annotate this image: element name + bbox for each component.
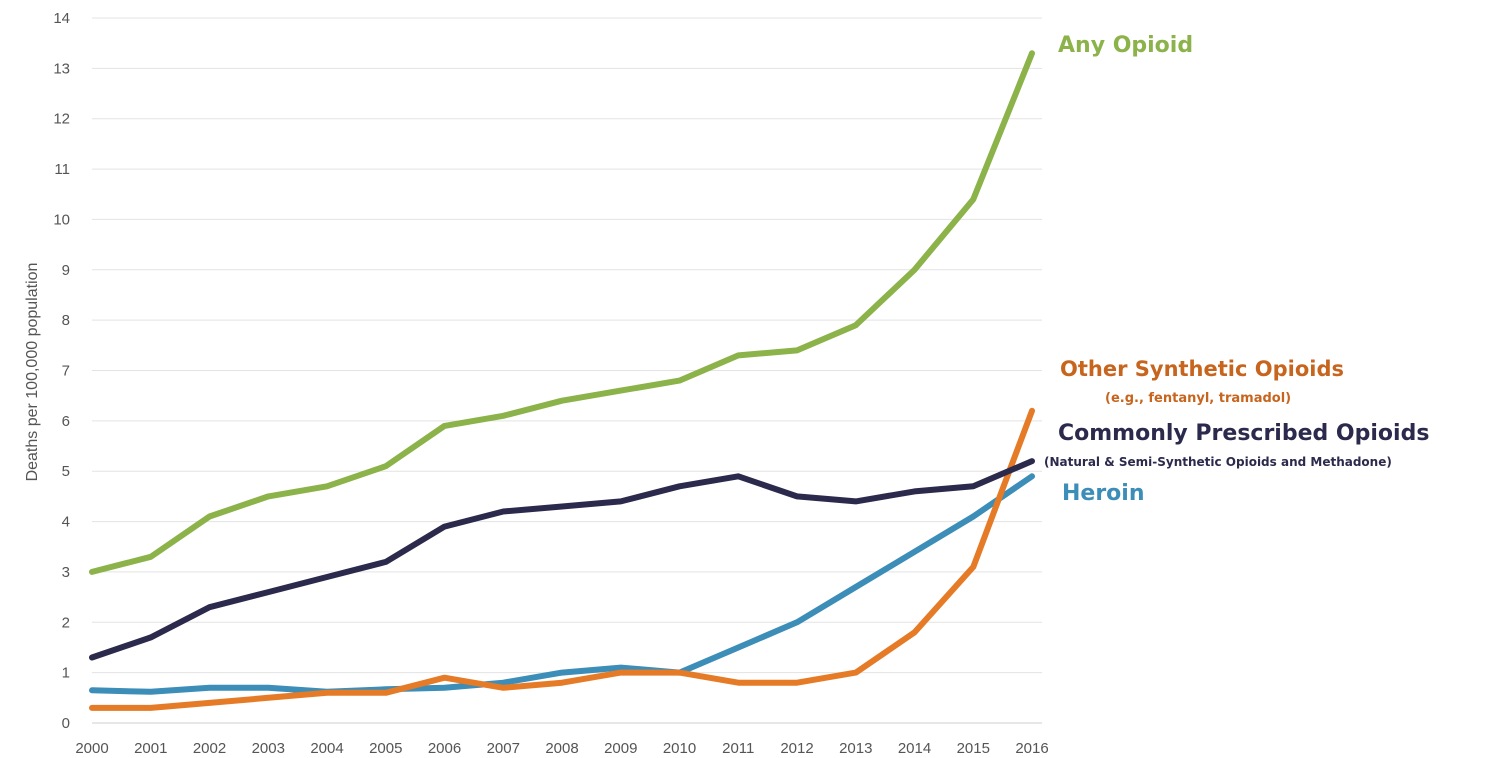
label-any-opioid: Any Opioid bbox=[1058, 33, 1193, 58]
sublabel-commonly-prescribed-opioids: (Natural & Semi-Synthetic Opioids and Me… bbox=[1044, 455, 1392, 469]
label-commonly-prescribed-opioids: Commonly Prescribed Opioids bbox=[1058, 421, 1429, 446]
y-tick-label: 12 bbox=[53, 111, 70, 128]
y-axis-title: Deaths per 100,000 population bbox=[24, 263, 41, 482]
y-tick-label: 5 bbox=[62, 463, 70, 480]
y-tick-label: 7 bbox=[62, 363, 70, 380]
x-tick-label: 2003 bbox=[252, 740, 285, 757]
y-tick-label: 13 bbox=[53, 60, 70, 77]
y-tick-label: 9 bbox=[62, 262, 70, 279]
x-tick-label: 2005 bbox=[369, 740, 402, 757]
x-tick-label: 2010 bbox=[663, 740, 696, 757]
x-axis-ticks: 2000 2001 2002 2003 2004 2005 2006 2007 2008 2009… bbox=[75, 740, 1048, 757]
x-tick-label: 2008 bbox=[545, 740, 578, 757]
x-tick-label: 2007 bbox=[487, 740, 520, 757]
label-other-synthetic-opioids: Other Synthetic Opioids bbox=[1060, 357, 1344, 381]
x-tick-label: 2004 bbox=[310, 740, 343, 757]
y-tick-label: 2 bbox=[62, 614, 70, 631]
y-tick-label: 6 bbox=[62, 413, 70, 430]
y-tick-label: 1 bbox=[62, 665, 70, 682]
y-tick-label: 11 bbox=[54, 161, 70, 178]
x-tick-label: 2006 bbox=[428, 740, 461, 757]
y-tick-label: 8 bbox=[62, 312, 70, 329]
y-tick-label: 10 bbox=[53, 211, 70, 228]
x-tick-label: 2001 bbox=[134, 740, 167, 757]
sublabel-other-synthetic-opioids: (e.g., fentanyl, tramadol) bbox=[1105, 391, 1291, 406]
y-tick-label: 0 bbox=[62, 715, 70, 732]
series-line-commonly-prescribed-opioids bbox=[89, 458, 1035, 661]
label-heroin: Heroin bbox=[1062, 481, 1145, 506]
x-tick-label: 2014 bbox=[898, 740, 931, 757]
y-tick-label: 3 bbox=[62, 564, 70, 581]
series-line-other-synthetic-opioids bbox=[89, 407, 1035, 711]
x-tick-label: 2015 bbox=[957, 740, 990, 757]
x-tick-label: 2012 bbox=[780, 740, 813, 757]
x-tick-label: 2000 bbox=[75, 740, 108, 757]
x-tick-label: 2009 bbox=[604, 740, 637, 757]
y-tick-label: 4 bbox=[62, 514, 70, 531]
y-tick-label: 14 bbox=[53, 10, 70, 27]
x-tick-label: 2016 bbox=[1015, 740, 1048, 757]
grid-lines bbox=[92, 17, 1042, 724]
series-lines bbox=[89, 50, 1035, 711]
x-tick-label: 2002 bbox=[193, 740, 226, 757]
x-tick-label: 2013 bbox=[839, 740, 872, 757]
series-line-heroin bbox=[89, 473, 1035, 695]
series-line-any-opioid bbox=[89, 50, 1035, 575]
x-tick-label: 2011 bbox=[722, 740, 754, 757]
